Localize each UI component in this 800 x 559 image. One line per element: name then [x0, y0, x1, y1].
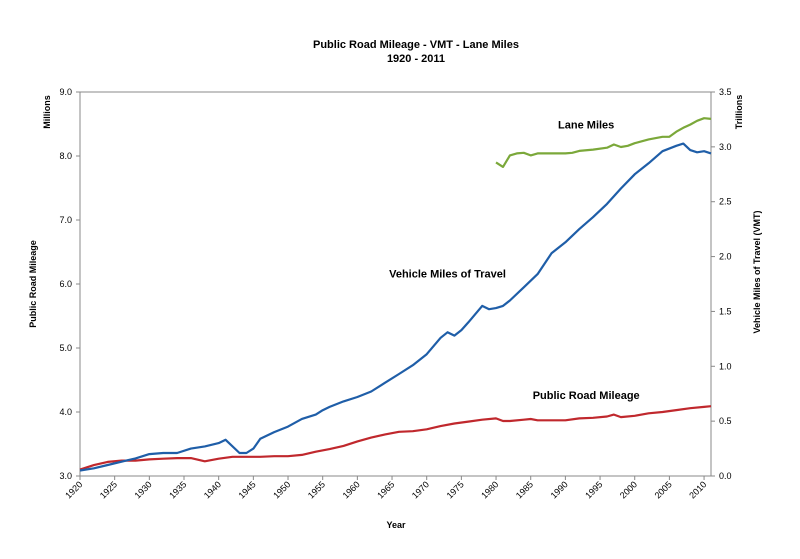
- x-tick-label: 1965: [375, 479, 396, 500]
- y-right-tick-label: 3.0: [719, 142, 732, 152]
- x-tick-label: 2005: [653, 479, 674, 500]
- axis-ticks: 1920 1925 1930 1935 1940 1945 1950 1955 1960 1965…: [59, 87, 731, 501]
- y-right-tick-label: 2.5: [719, 197, 732, 207]
- x-tick-label: 1935: [167, 479, 188, 500]
- chart-subtitle: 1920 - 2011: [387, 53, 445, 65]
- x-tick-label: 1925: [98, 479, 119, 500]
- x-tick-label: 1975: [445, 479, 466, 500]
- y-right-units-label: Trillions: [734, 95, 744, 130]
- x-tick-label: 1940: [202, 479, 223, 500]
- x-tick-label: 2000: [618, 479, 639, 500]
- y-left-tick-label: 8.0: [59, 151, 72, 161]
- x-tick-label: 1960: [341, 479, 362, 500]
- y-left-tick-label: 5.0: [59, 343, 72, 353]
- plot-area: [79, 91, 712, 477]
- x-tick-label: 1950: [271, 479, 292, 500]
- series-line-lane-miles: [495, 117, 712, 168]
- x-tick-label: 1955: [306, 479, 327, 500]
- y-right-tick-label: 2.0: [719, 252, 732, 262]
- x-tick-label: 1990: [549, 479, 570, 500]
- y-right-tick-label: 3.5: [719, 87, 732, 97]
- y-left-axis-label: Public Road Mileage: [28, 240, 38, 328]
- series-lines: [79, 117, 712, 472]
- x-tick-label: 1970: [410, 479, 431, 500]
- series-annotation: Vehicle Miles of Travel: [389, 269, 506, 281]
- y-left-units-label: Millions: [42, 95, 52, 129]
- series-line-vehicle-miles-of-travel: [79, 142, 712, 472]
- y-right-tick-label: 0.0: [719, 471, 732, 481]
- y-left-tick-label: 7.0: [59, 215, 72, 225]
- x-tick-label: 2010: [687, 479, 708, 500]
- series-annotation: Public Road Mileage: [533, 390, 640, 402]
- x-axis-label: Year: [386, 520, 406, 530]
- x-tick-label: 1995: [583, 479, 604, 500]
- y-left-tick-label: 3.0: [59, 471, 72, 481]
- y-left-tick-label: 4.0: [59, 407, 72, 417]
- y-left-tick-label: 6.0: [59, 279, 72, 289]
- x-tick-label: 1920: [63, 479, 84, 500]
- x-tick-label: 1985: [514, 479, 535, 500]
- x-tick-label: 1980: [479, 479, 500, 500]
- y-right-tick-label: 0.5: [719, 416, 732, 426]
- chart-title: Public Road Mileage - VMT - Lane Miles: [313, 39, 519, 51]
- y-right-axis-label: Vehicle Miles of Travel (VMT): [752, 210, 762, 333]
- y-right-tick-label: 1.5: [719, 306, 732, 316]
- y-right-tick-label: 1.0: [719, 361, 732, 371]
- series-line-public-road-mileage: [79, 405, 712, 471]
- series-annotations: Lane Miles Vehicle Miles of Travel Public …: [389, 119, 640, 402]
- x-tick-label: 1930: [133, 479, 154, 500]
- x-tick-label: 1945: [237, 479, 258, 500]
- series-annotation: Lane Miles: [558, 119, 614, 131]
- y-left-tick-label: 9.0: [59, 87, 72, 97]
